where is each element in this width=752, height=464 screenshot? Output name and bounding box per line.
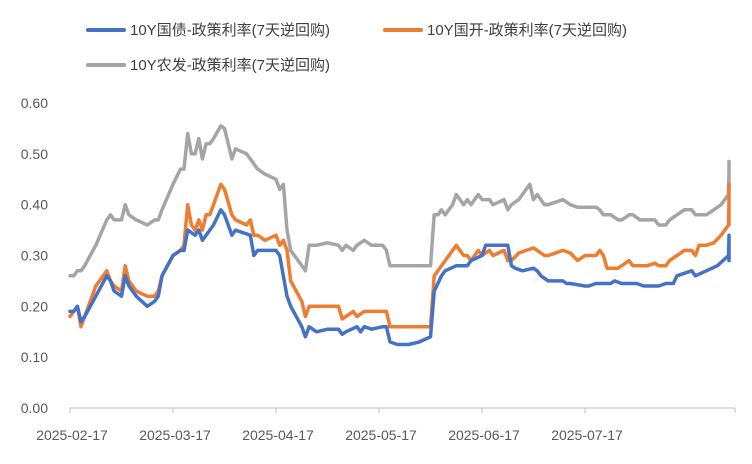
- x-tick-label: 2025-05-17: [345, 427, 417, 443]
- x-tick-label: 2025-03-17: [139, 427, 211, 443]
- y-tick-label: 0.60: [21, 95, 48, 111]
- y-axis: 0.00 0.10 0.20 0.30 0.40 0.50 0.60: [21, 95, 48, 416]
- y-tick-label: 0.40: [21, 197, 48, 213]
- x-tick-label: 2025-07-17: [551, 427, 623, 443]
- series-line-1: [68, 182, 731, 329]
- legend: 10Y国债-政策利率(7天逆回购) 10Y国开-政策利率(7天逆回购) 10Y农发-…: [86, 22, 627, 74]
- series-line-2: [68, 124, 731, 278]
- series-line-0: [68, 208, 731, 347]
- legend-label: 10Y农发-政策利率(7天逆回购): [130, 57, 330, 74]
- x-tick-label: 2025-04-17: [242, 427, 314, 443]
- x-axis: 2025-02-17 2025-03-17 2025-04-17 2025-05-17…: [36, 407, 736, 443]
- x-tick-label: 2025-06-17: [448, 427, 520, 443]
- y-tick-label: 0.10: [21, 349, 48, 365]
- plot-area: [68, 124, 731, 347]
- y-tick-label: 0.20: [21, 298, 48, 314]
- legend-label: 10Y国开-政策利率(7天逆回购): [427, 22, 627, 39]
- x-tick-label: 2025-02-17: [36, 427, 108, 443]
- y-tick-label: 0.30: [21, 248, 48, 264]
- y-tick-label: 0.00: [21, 400, 48, 416]
- y-tick-label: 0.50: [21, 146, 48, 162]
- legend-label: 10Y国债-政策利率(7天逆回购): [130, 22, 330, 39]
